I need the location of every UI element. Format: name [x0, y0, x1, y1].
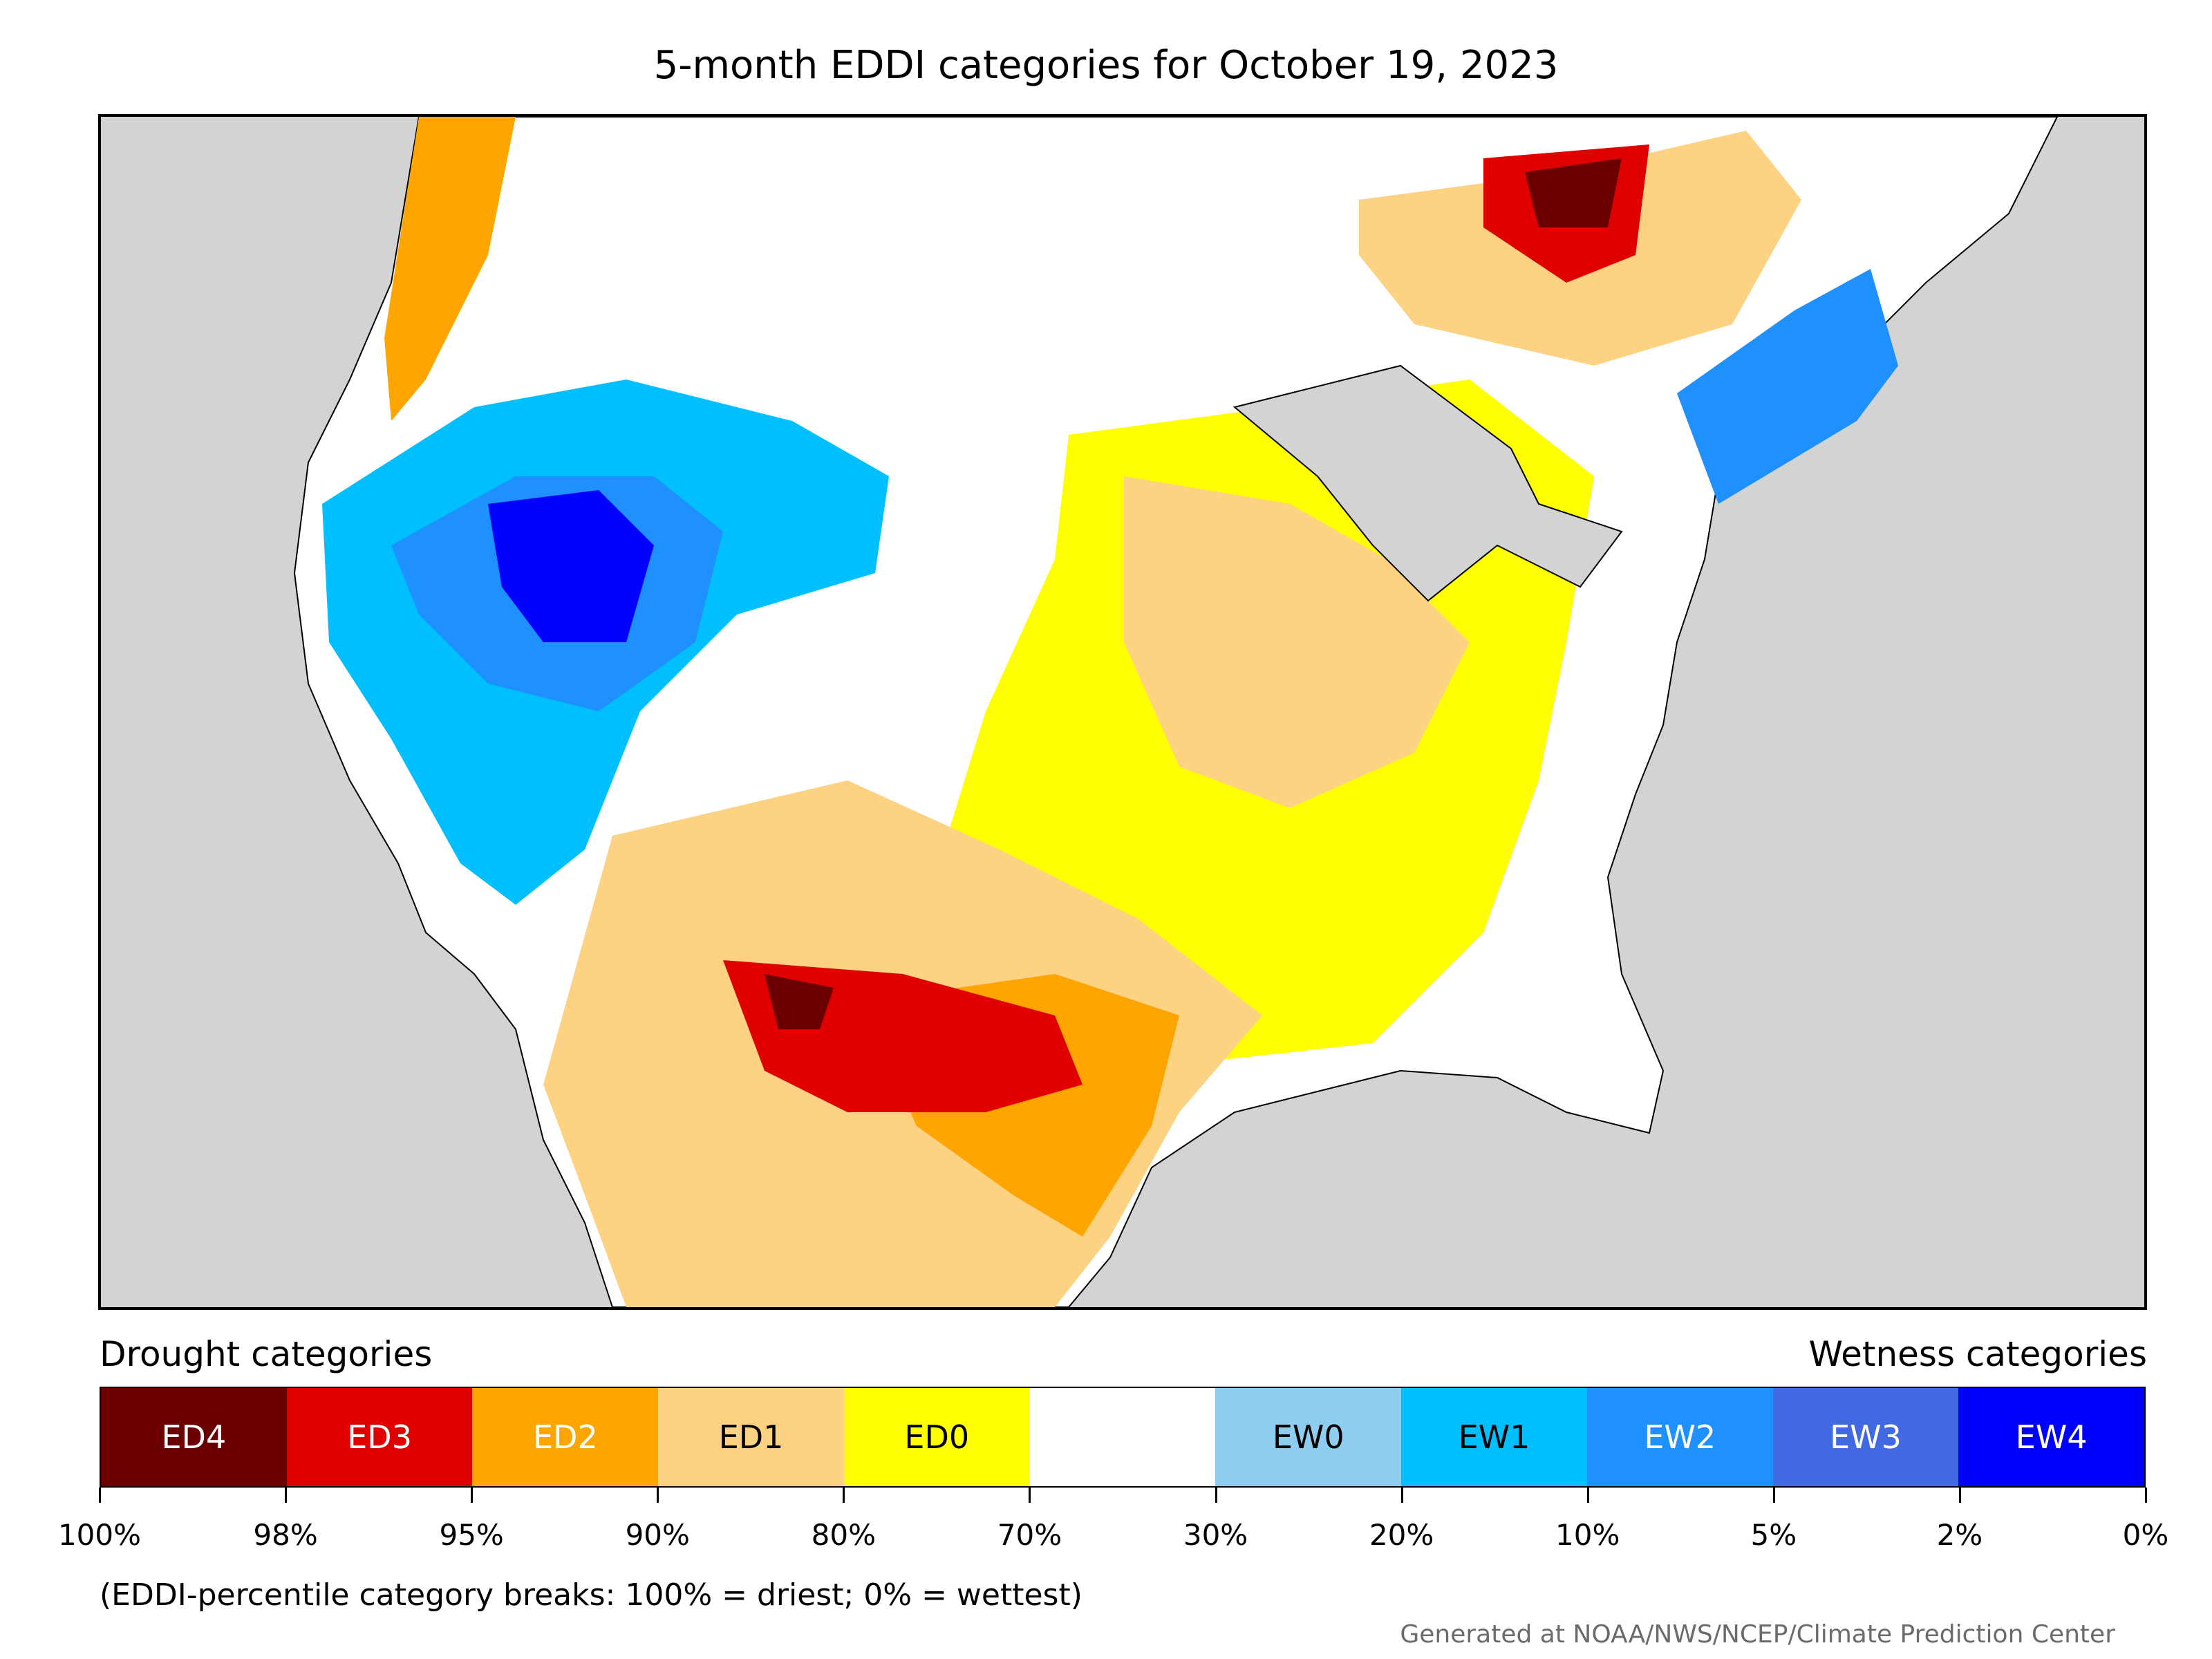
- colorbar-segment-ed1: ED1: [658, 1388, 844, 1486]
- tick-label: 0%: [2122, 1518, 2169, 1552]
- tick-mark: [471, 1488, 474, 1503]
- tick-mark: [1400, 1488, 1403, 1503]
- colorbar-segment-ew4: EW4: [1958, 1388, 2145, 1486]
- tick-mark: [1958, 1488, 1961, 1503]
- tick-mark: [2145, 1488, 2147, 1503]
- tick-label: 5%: [1750, 1518, 1797, 1552]
- category-break-note: (EDDI-percentile category breaks: 100% =…: [100, 1577, 1082, 1613]
- tick-label: 10%: [1555, 1518, 1620, 1552]
- tick-label: 30%: [1183, 1518, 1248, 1552]
- dry-region-pacific-coast: [384, 117, 516, 421]
- colorbar-segment-ew3: EW3: [1772, 1388, 1959, 1486]
- wetness-categories-heading: Wetness categories: [1808, 1334, 2147, 1374]
- tick-mark: [99, 1488, 101, 1503]
- colorbar-segment-ew1: EW1: [1401, 1388, 1587, 1486]
- tick-mark: [285, 1488, 288, 1503]
- tick-label: 98%: [253, 1518, 318, 1552]
- colorbar-segment-ew0: EW0: [1215, 1388, 1402, 1486]
- dry-region-canada-ed4: [1525, 158, 1622, 227]
- category-colorbar: ED4 ED3 ED2 ED1 ED0 EW0 EW1 EW2 EW3 EW4: [100, 1387, 2146, 1488]
- dry-region-ed1-midwest: [1124, 476, 1470, 808]
- dry-region-ed4: [765, 974, 834, 1029]
- drought-categories-heading: Drought categories: [100, 1334, 433, 1374]
- tick-label: 95%: [439, 1518, 504, 1552]
- tick-mark: [843, 1488, 845, 1503]
- percentile-ticks: 100% 98% 95% 90% 80% 70% 30% 20% 10% 5% 2% 0%: [58, 1488, 2168, 1552]
- wet-region-northeast: [1677, 269, 1898, 504]
- tick-mark: [1029, 1488, 1031, 1503]
- tick-mark: [1772, 1488, 1775, 1503]
- credit-line: Generated at NOAA/NWS/NCEP/Climate Predi…: [1400, 1620, 2115, 1649]
- tick-label: 90%: [625, 1518, 690, 1552]
- eddi-map: [98, 114, 2147, 1310]
- tick-label: 20%: [1369, 1518, 1434, 1552]
- tick-mark: [657, 1488, 659, 1503]
- tick-label: 70%: [997, 1518, 1062, 1552]
- tick-mark: [1215, 1488, 1217, 1503]
- colorbar-segment-ed3: ED3: [286, 1388, 473, 1486]
- wet-region-ew4: [488, 490, 654, 642]
- colorbar-segment-neutral: [1029, 1388, 1216, 1486]
- tick-label: 100%: [57, 1518, 142, 1552]
- eddi-map-svg: [293, 117, 2059, 1307]
- great-lakes: [1232, 364, 1623, 602]
- tick-label: 80%: [811, 1518, 877, 1552]
- colorbar-segment-ed4: ED4: [101, 1388, 287, 1486]
- colorbar-segment-ed0: ED0: [843, 1388, 1030, 1486]
- chart-title: 5-month EDDI categories for October 19, …: [653, 43, 1559, 88]
- colorbar-segment-ed2: ED2: [472, 1388, 659, 1486]
- colorbar-segment-ew2: EW2: [1586, 1388, 1773, 1486]
- tick-mark: [1586, 1488, 1589, 1503]
- tick-label: 2%: [1936, 1518, 1983, 1552]
